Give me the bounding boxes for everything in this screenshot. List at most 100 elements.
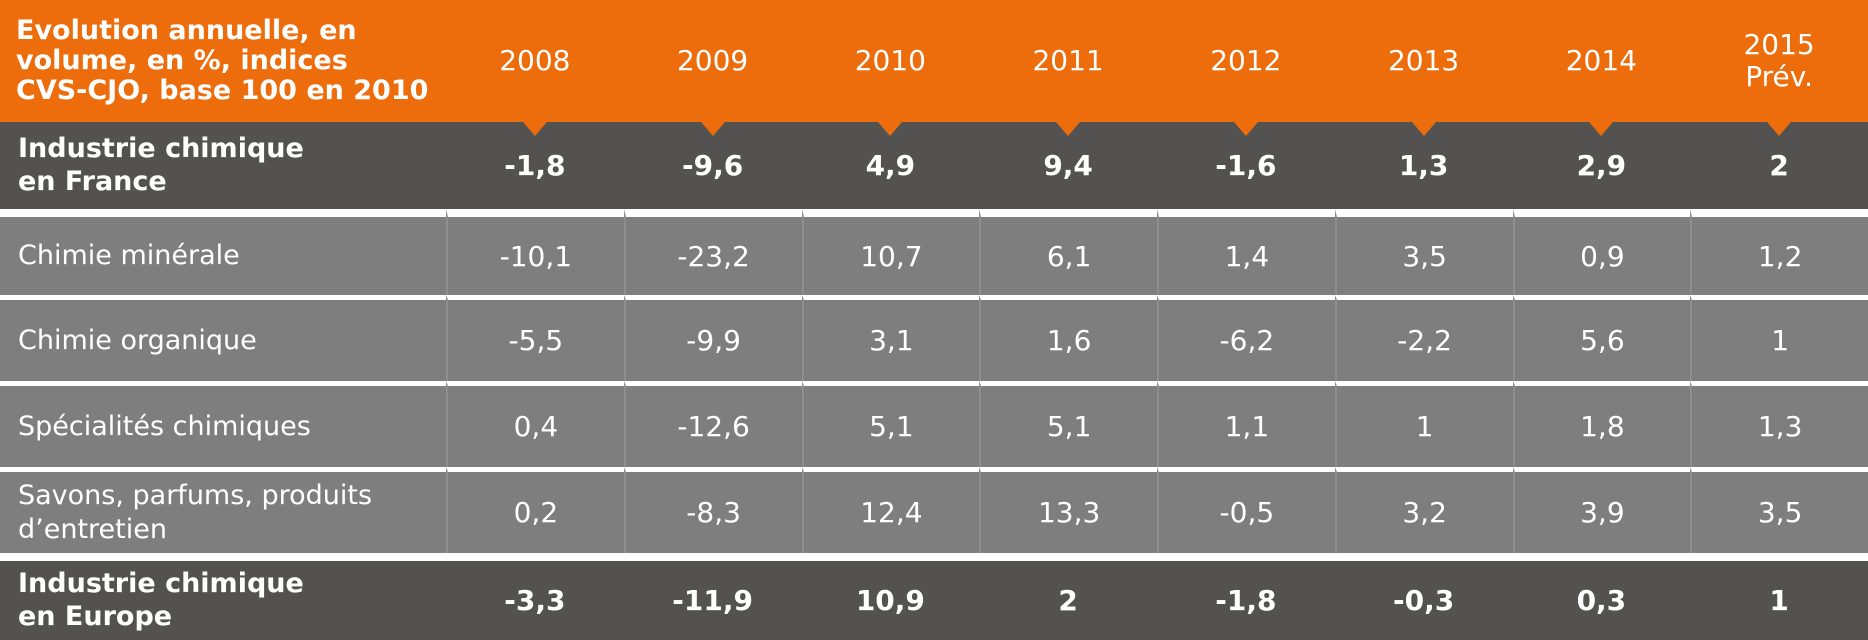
row-2-value-6-text: 5,6 xyxy=(1580,324,1625,357)
row-3-value-3: 5,1 xyxy=(979,381,1157,467)
header-year-2: 2010 xyxy=(801,0,980,122)
row-2-value-1-text: -9,9 xyxy=(686,324,741,357)
row-label-4-text: Savons, parfums, produits d’entretien xyxy=(18,479,373,545)
header-year-5: 2013 xyxy=(1334,0,1513,122)
row-3-value-2-text: 5,1 xyxy=(869,410,914,443)
row-2-value-5-text: -2,2 xyxy=(1397,324,1452,357)
row-1-value-1: -23,2 xyxy=(623,209,802,295)
row-2-value-0-text: -5,5 xyxy=(508,324,564,357)
row-3-value-6-text: 1,8 xyxy=(1580,410,1625,443)
row-1-value-6-text: 0,9 xyxy=(1580,239,1625,273)
row-2-value-2-text: 3,1 xyxy=(869,324,914,357)
header-year-3: 2011 xyxy=(979,0,1157,122)
row-5-value-1: -11,9 xyxy=(623,553,802,640)
row-4-value-2: 12,4 xyxy=(801,467,980,553)
row-1-value-2: 10,7 xyxy=(801,209,980,295)
row-1-value-7-text: 1,2 xyxy=(1757,239,1803,273)
row-0-value-6: 2,9 xyxy=(1512,122,1691,209)
row-3-value-5: 1 xyxy=(1334,381,1513,467)
row-1-value-6: 0,9 xyxy=(1512,209,1691,295)
row-3-value-3-text: 5,1 xyxy=(1046,410,1092,443)
row-5-value-3: 2 xyxy=(979,553,1157,640)
row-2-value-2: 3,1 xyxy=(801,295,980,381)
row-3-value-4: 1,1 xyxy=(1157,381,1335,467)
row-5-value-4: -1,8 xyxy=(1157,553,1335,640)
header-year-4: 2012 xyxy=(1157,0,1335,122)
header-year-6-text: 2014 xyxy=(1565,43,1637,77)
row-3-value-5-text: 1 xyxy=(1415,410,1434,443)
row-label-0-text: Industrie chimique en France xyxy=(18,133,304,197)
row-5-value-2-text: 10,9 xyxy=(855,584,925,617)
row-4-value-7: 3,5 xyxy=(1690,467,1868,553)
row-4-value-2-text: 12,4 xyxy=(860,496,923,529)
header-year-4-text: 2012 xyxy=(1210,43,1282,77)
row-1-value-1-text: -23,2 xyxy=(677,239,750,273)
header-year-1-text: 2009 xyxy=(676,43,749,77)
row-0-value-1-text: -9,6 xyxy=(682,149,744,182)
row-label-0: Industrie chimique en France xyxy=(0,122,446,209)
header-label-text: Evolution annuelle, en volume, en %, ind… xyxy=(16,14,429,107)
row-5-value-0-text: -3,3 xyxy=(504,584,566,617)
row-2-value-5: -2,2 xyxy=(1334,295,1513,381)
row-0-value-7-text: 2 xyxy=(1769,149,1789,182)
row-5-value-7-text: 1 xyxy=(1769,584,1789,617)
row-0-value-3: 9,4 xyxy=(979,122,1157,209)
row-4-value-3-text: 13,3 xyxy=(1037,496,1101,529)
row-0-value-0-text: -1,8 xyxy=(504,149,566,182)
row-1-value-2-text: 10,7 xyxy=(860,239,923,273)
row-4-value-5: 3,2 xyxy=(1334,467,1513,553)
row-4-value-0: 0,2 xyxy=(446,467,624,553)
row-4-value-6-text: 3,9 xyxy=(1580,496,1625,529)
row-2-value-0: -5,5 xyxy=(446,295,624,381)
row-5-value-5: -0,3 xyxy=(1334,553,1513,640)
row-1-value-0-text: -10,1 xyxy=(499,239,573,273)
row-0-value-4: -1,6 xyxy=(1157,122,1335,209)
row-1-value-7: 1,2 xyxy=(1690,209,1868,295)
row-1-value-5-text: 3,5 xyxy=(1402,239,1447,273)
row-0-value-2: 4,9 xyxy=(801,122,980,209)
header-year-6: 2014 xyxy=(1512,0,1691,122)
header-year-3-text: 2011 xyxy=(1032,43,1104,77)
row-0-value-7: 2 xyxy=(1690,122,1868,209)
row-5-value-7: 1 xyxy=(1690,553,1868,640)
header-year-7: 2015 Prév. xyxy=(1690,0,1868,122)
row-0-value-4-text: -1,6 xyxy=(1215,149,1277,182)
row-5-value-4-text: -1,8 xyxy=(1215,584,1277,617)
row-3-value-6: 1,8 xyxy=(1512,381,1691,467)
row-label-4: Savons, parfums, produits d’entretien xyxy=(0,467,446,553)
row-label-5-text: Industrie chimique en Europe xyxy=(18,568,304,632)
header-year-0-text: 2008 xyxy=(499,43,571,77)
row-4-value-1: -8,3 xyxy=(623,467,802,553)
row-4-value-4-text: -0,5 xyxy=(1219,496,1275,529)
row-2-value-6: 5,6 xyxy=(1512,295,1691,381)
row-2-value-1: -9,9 xyxy=(623,295,802,381)
row-4-value-4: -0,5 xyxy=(1157,467,1335,553)
row-label-3-text: Spécialités chimiques xyxy=(18,410,311,442)
row-5-value-0: -3,3 xyxy=(446,553,624,640)
row-0-value-3-text: 9,4 xyxy=(1043,149,1093,182)
row-label-1: Chimie minérale xyxy=(0,209,446,295)
row-0-value-6-text: 2,9 xyxy=(1576,149,1627,182)
row-label-2-text: Chimie organique xyxy=(18,324,257,356)
row-4-value-1-text: -8,3 xyxy=(686,496,741,529)
row-0-value-5: 1,3 xyxy=(1334,122,1513,209)
header-year-0: 2008 xyxy=(446,0,624,122)
row-2-value-3-text: 1,6 xyxy=(1046,324,1092,357)
row-2-value-4: -6,2 xyxy=(1157,295,1335,381)
row-0-value-1: -9,6 xyxy=(623,122,802,209)
row-5-value-6: 0,3 xyxy=(1512,553,1691,640)
row-5-value-6-text: 0,3 xyxy=(1576,584,1627,617)
row-3-value-0-text: 0,4 xyxy=(513,410,559,443)
row-3-value-7-text: 1,3 xyxy=(1757,410,1803,443)
row-3-value-7: 1,3 xyxy=(1690,381,1868,467)
header-year-5-text: 2013 xyxy=(1387,43,1460,77)
row-5-value-3-text: 2 xyxy=(1058,584,1078,617)
header-year-7-text: 2015 Prév. xyxy=(1743,27,1815,93)
row-4-value-5-text: 3,2 xyxy=(1402,496,1447,529)
row-5-value-1-text: -11,9 xyxy=(672,584,753,617)
row-3-value-2: 5,1 xyxy=(801,381,980,467)
row-4-value-7-text: 3,5 xyxy=(1757,496,1803,529)
row-5-value-5-text: -0,3 xyxy=(1393,584,1455,617)
row-1-value-5: 3,5 xyxy=(1334,209,1513,295)
